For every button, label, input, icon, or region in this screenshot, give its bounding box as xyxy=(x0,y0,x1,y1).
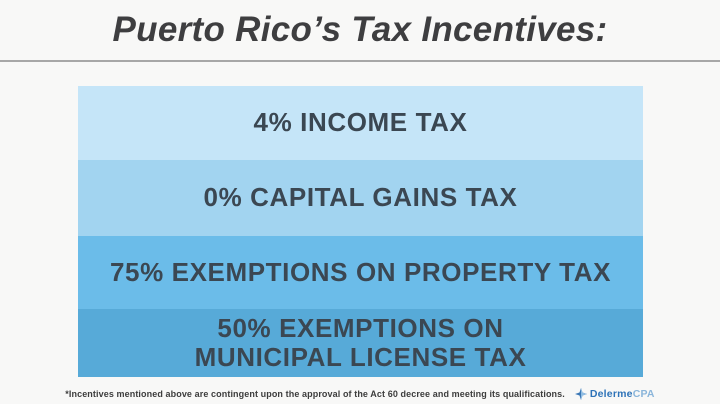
incentive-band-municipal-license-tax: 50% EXEMPTIONS ON MUNICIPAL LICENSE TAX xyxy=(78,309,643,377)
incentive-band-income-tax: 4% INCOME TAX xyxy=(78,86,643,160)
brand-name-main: Delerme xyxy=(589,388,633,400)
disclaimer-text: *Incentives mentioned above are continge… xyxy=(65,389,565,399)
diamond-star-icon xyxy=(574,388,587,400)
brand-name: DelermeCPA xyxy=(590,388,655,400)
band-label: 0% CAPITAL GAINS TAX xyxy=(203,182,518,213)
incentive-band-capital-gains-tax: 0% CAPITAL GAINS TAX xyxy=(78,160,643,236)
band-label: 75% EXEMPTIONS ON PROPERTY TAX xyxy=(109,256,612,287)
page-title: Puerto Rico’s Tax Incentives: xyxy=(112,10,608,49)
brand-name-suffix: CPA xyxy=(632,388,655,400)
footer: *Incentives mentioned above are continge… xyxy=(0,388,720,400)
incentive-band-property-tax: 75% EXEMPTIONS ON PROPERTY TAX xyxy=(78,236,643,309)
band-label: 4% INCOME TAX xyxy=(253,107,468,138)
incentive-stack: 4% INCOME TAX 0% CAPITAL GAINS TAX 75% E… xyxy=(78,86,643,377)
brand-logo: DelermeCPA xyxy=(574,388,655,400)
band-label: 50% EXEMPTIONS ON MUNICIPAL LICENSE TAX xyxy=(194,312,527,372)
slide-header: Puerto Rico’s Tax Incentives: xyxy=(0,0,720,62)
